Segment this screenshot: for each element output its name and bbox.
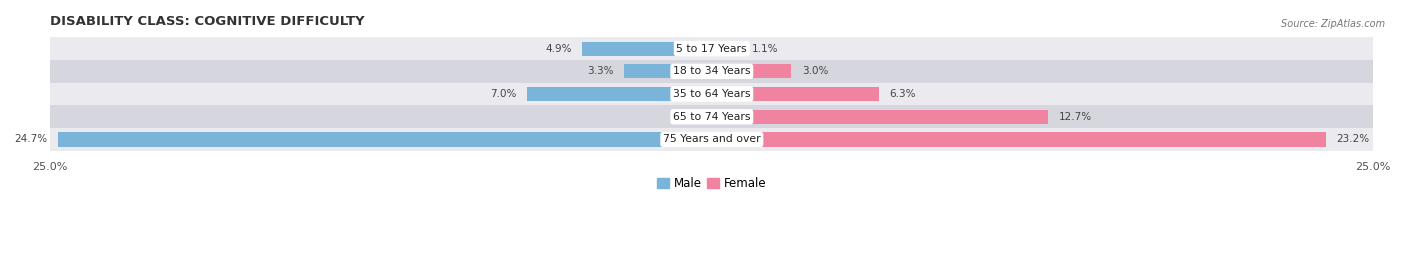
Text: 5 to 17 Years: 5 to 17 Years xyxy=(676,44,747,54)
Text: 23.2%: 23.2% xyxy=(1336,134,1369,144)
Text: 3.3%: 3.3% xyxy=(588,66,614,76)
Text: 35 to 64 Years: 35 to 64 Years xyxy=(673,89,751,99)
Bar xyxy=(51,37,1374,60)
Text: 24.7%: 24.7% xyxy=(14,134,48,144)
Text: 65 to 74 Years: 65 to 74 Years xyxy=(673,112,751,122)
Bar xyxy=(51,105,1374,128)
Text: 6.3%: 6.3% xyxy=(889,89,915,99)
Text: 7.0%: 7.0% xyxy=(489,89,516,99)
Bar xyxy=(58,133,711,147)
Bar xyxy=(711,133,1326,147)
Bar xyxy=(527,87,711,101)
Text: 1.1%: 1.1% xyxy=(751,44,778,54)
Bar xyxy=(51,83,1374,105)
Bar xyxy=(51,128,1374,151)
Text: 75 Years and over: 75 Years and over xyxy=(664,134,761,144)
Text: 12.7%: 12.7% xyxy=(1059,112,1091,122)
Bar xyxy=(711,110,1047,124)
Bar xyxy=(624,64,711,78)
Text: 18 to 34 Years: 18 to 34 Years xyxy=(673,66,751,76)
Text: 0.0%: 0.0% xyxy=(675,112,702,122)
Bar xyxy=(711,64,792,78)
Text: Source: ZipAtlas.com: Source: ZipAtlas.com xyxy=(1281,19,1385,29)
Bar xyxy=(711,42,741,56)
Text: 4.9%: 4.9% xyxy=(546,44,572,54)
Text: DISABILITY CLASS: COGNITIVE DIFFICULTY: DISABILITY CLASS: COGNITIVE DIFFICULTY xyxy=(51,15,366,28)
Bar xyxy=(51,60,1374,83)
Text: 3.0%: 3.0% xyxy=(801,66,828,76)
Bar xyxy=(582,42,711,56)
Legend: Male, Female: Male, Female xyxy=(652,172,772,195)
Bar xyxy=(711,87,879,101)
